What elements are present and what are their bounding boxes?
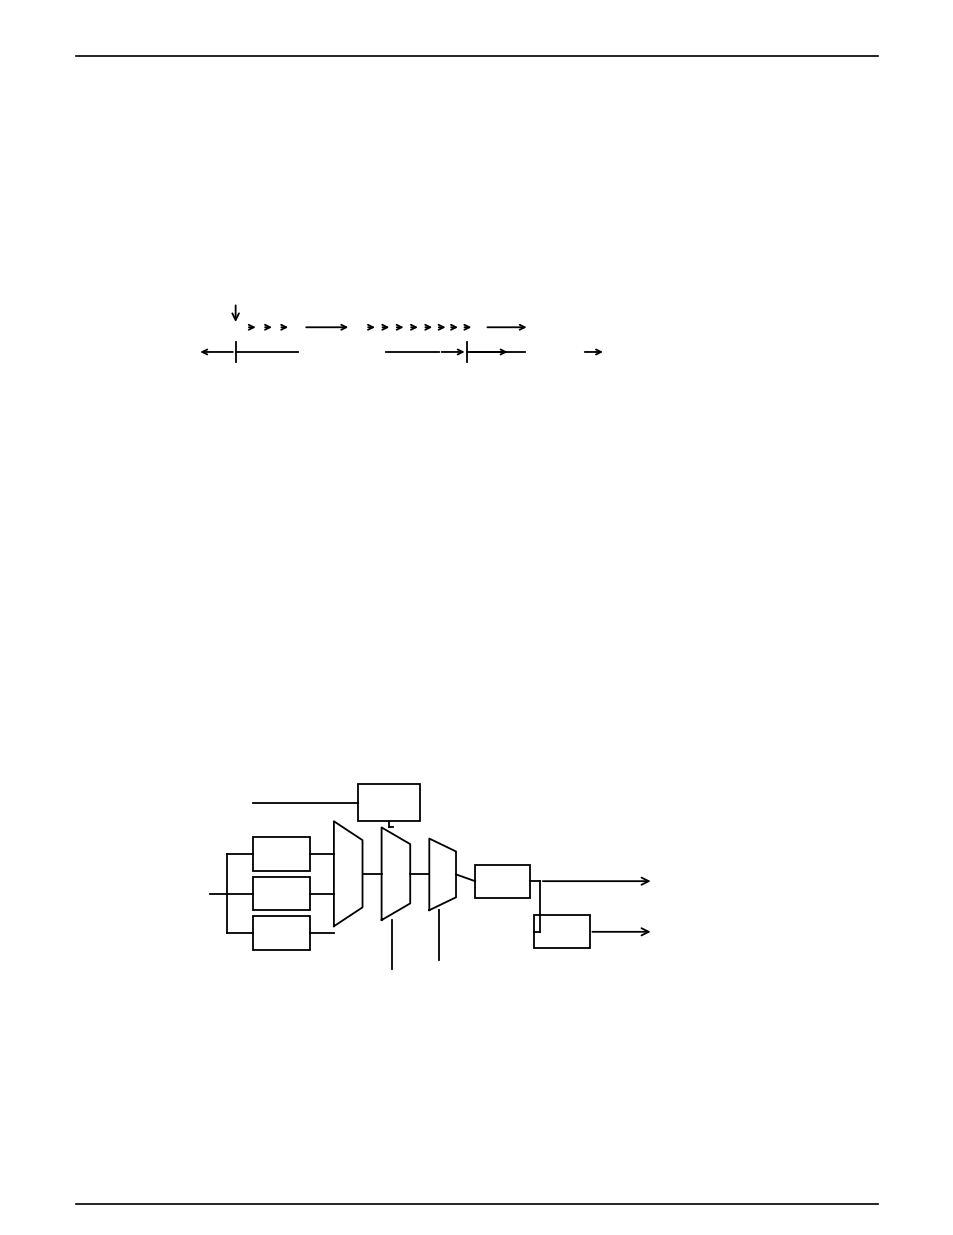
Bar [534,915,589,948]
Bar [253,877,310,910]
Bar [357,784,419,821]
Bar [475,864,530,898]
Bar [253,916,310,950]
Bar [253,837,310,871]
